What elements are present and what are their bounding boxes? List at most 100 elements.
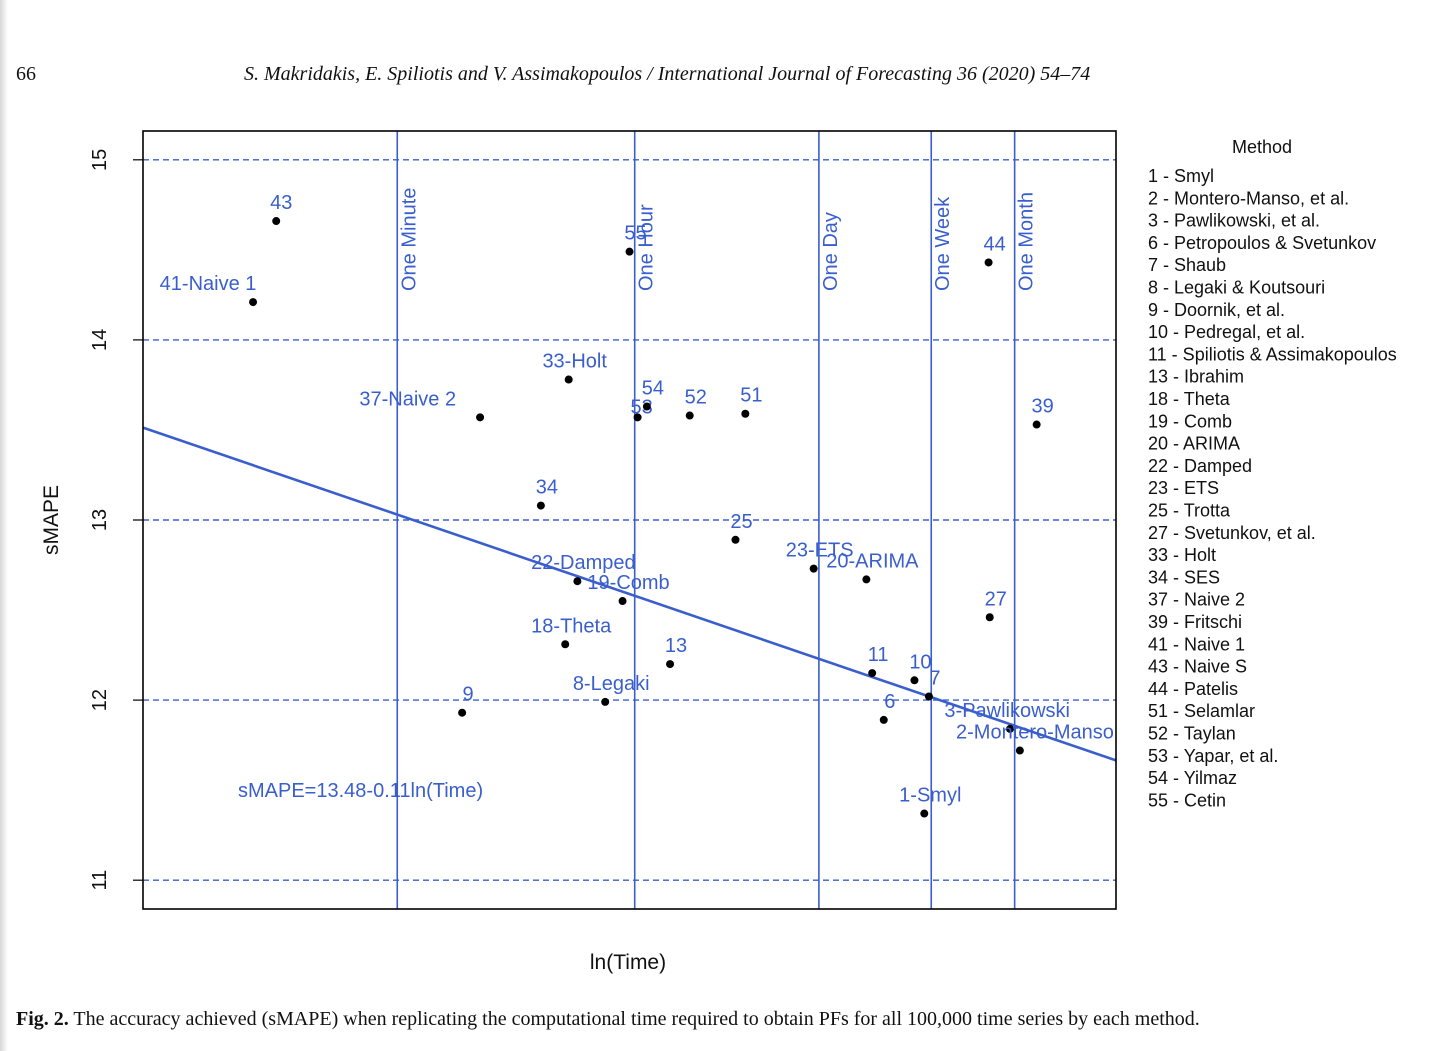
point-label: 2-Montero-Manso [956,722,1114,744]
data-point [984,258,993,267]
legend-item: 51 - Selamlar [1148,701,1255,721]
point-label: 44 [983,233,1005,255]
legend-item: 52 - Taylan [1148,724,1236,744]
data-point [862,575,871,584]
point-label: 1-Smyl [899,785,961,807]
legend-item: 54 - Yilmaz [1148,768,1237,788]
y-tick-label: 13 [89,509,111,531]
legend-item: 34 - SES [1148,567,1220,587]
legend-item: 1 - Smyl [1148,166,1214,186]
data-point [741,409,750,418]
legend-item: 43 - Naive S [1148,657,1247,677]
legend-item: 33 - Holt [1148,545,1216,565]
legend-item: 41 - Naive 1 [1148,634,1245,654]
data-point [685,411,694,420]
data-point [910,676,919,685]
caption-label: Fig. 2. [16,1008,69,1030]
data-point [601,697,610,706]
legend-item: 53 - Yapar, et al. [1148,746,1278,766]
data-point [476,413,485,422]
data-point [809,564,818,573]
legend-title: Method [1232,137,1292,157]
point-label: 23-ETS [786,540,854,562]
point-label: 13 [665,635,687,657]
figure-caption: Fig. 2. The accuracy achieved (sMAPE) wh… [16,1008,1426,1031]
reference-line-label: One Day [820,212,842,291]
legend-item: 10 - Pedregal, et al. [1148,322,1305,342]
reference-line-label: One Month [1016,192,1038,291]
y-tick-label: 15 [89,149,111,171]
data-point [564,375,573,384]
legend-item: 23 - ETS [1148,478,1219,498]
point-label: 37-Naive 2 [359,388,456,410]
point-label: 22-Damped [531,552,636,574]
legend-item: 13 - Ibrahim [1148,367,1244,387]
running-head: S. Makridakis, E. Spiliotis and V. Assim… [244,63,1091,85]
legend-item: 19 - Comb [1148,411,1232,431]
data-point [985,613,994,622]
point-label: 25 [730,511,752,533]
point-label: 10 [909,651,931,673]
point-label: 55 [624,223,646,245]
data-point [642,402,651,411]
point-label: 19-Comb [587,572,669,594]
legend-item: 9 - Doornik, et al. [1148,300,1285,320]
legend-item: 11 - Spiliotis & Assimakopoulos [1148,344,1397,364]
data-point [1006,724,1015,733]
data-point [1032,420,1041,429]
data-point [625,247,634,256]
data-point [249,298,258,307]
data-point [920,809,929,818]
point-label: 11 [868,644,889,666]
data-point [879,715,888,724]
plot-frame [142,130,1117,910]
point-label: 27 [985,588,1007,610]
data-point [633,413,642,422]
data-point [1015,746,1024,755]
legend-item: 27 - Svetunkov, et al. [1148,523,1316,543]
point-label: 51 [740,385,762,407]
data-point [272,217,281,226]
caption-text: The accuracy achieved (sMAPE) when repli… [73,1008,1200,1030]
legend-item: 2 - Montero-Manso, et al. [1148,188,1349,208]
legend-item: 25 - Trotta [1148,501,1231,521]
data-point [458,708,467,717]
point-label: 9 [463,684,474,706]
legend-item: 3 - Pawlikowski, et al. [1148,211,1320,231]
y-tick-label: 12 [89,689,111,711]
point-label: 43 [270,192,292,214]
point-label: 54 [642,378,664,400]
legend-item: 37 - Naive 2 [1148,590,1245,610]
point-label: 20-ARIMA [826,550,919,572]
page-edge-shade [0,0,8,1051]
data-point [868,669,877,678]
point-label: 8-Legaki [573,673,650,695]
regression-equation: sMAPE=13.48-0.11ln(Time) [238,780,483,802]
legend-item: 55 - Cetin [1148,790,1226,810]
data-point [666,660,675,669]
page-number: 66 [16,63,36,85]
data-point [731,535,740,544]
point-label: 3-Pawlikowski [944,700,1070,722]
reference-line-label: One Hour [636,204,658,291]
point-label: 6 [884,691,895,713]
data-point [618,597,627,606]
legend-item: 18 - Theta [1148,389,1231,409]
data-point [924,692,933,701]
data-point [561,640,570,649]
point-label: 39 [1032,396,1054,418]
legend-item: 22 - Damped [1148,456,1252,476]
legend-item: 44 - Patelis [1148,679,1238,699]
legend-item: 39 - Fritschi [1148,612,1242,632]
x-axis-label: ln(Time) [590,951,666,974]
legend-item: 7 - Shaub [1148,255,1226,275]
reference-line-label: One Week [932,196,954,291]
y-tick-label: 14 [89,329,111,351]
data-point [536,501,545,510]
point-label: 33-Holt [542,351,607,373]
point-label: 53 [630,396,652,418]
point-label: 34 [536,477,558,499]
point-label: 18-Theta [531,615,612,637]
data-point [573,577,582,586]
reference-line-label: One Minute [398,188,420,291]
